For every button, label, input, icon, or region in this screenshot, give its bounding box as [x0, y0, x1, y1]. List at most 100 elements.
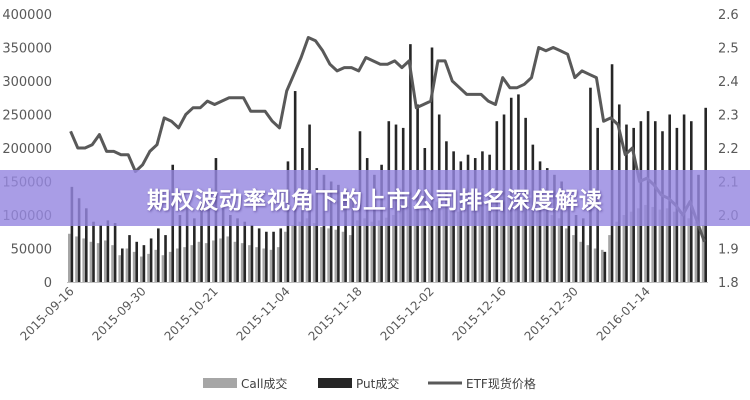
call-volume-bar: [147, 253, 150, 282]
call-volume-bar: [320, 227, 323, 282]
call-volume-bar: [694, 221, 698, 282]
call-volume-bar: [615, 221, 618, 282]
put-volume-bar: [243, 221, 247, 282]
call-volume-bar: [190, 245, 194, 282]
call-volume-bar: [514, 193, 518, 282]
call-volume-bar: [312, 223, 316, 282]
put-volume-bar: [128, 235, 131, 282]
call-volume-bar: [111, 245, 114, 282]
put-volume-bar: [272, 231, 275, 282]
call-volume-bar: [586, 245, 590, 282]
call-volume-bar: [572, 235, 575, 282]
put-volume-bar: [603, 251, 607, 282]
call-volume-bar: [276, 247, 280, 282]
call-volume-bar: [68, 233, 71, 282]
call-volume-bar: [500, 198, 503, 282]
put-volume-bar: [185, 208, 189, 282]
put-volume-bar: [553, 174, 556, 282]
x-tick-label: 2015-09-16: [18, 284, 77, 343]
put-volume-bar: [430, 47, 434, 282]
put-volume-bar: [574, 215, 578, 282]
call-volume-bar: [651, 206, 654, 282]
put-volume-bar: [221, 208, 225, 282]
x-tick-label: 2015-12-02: [378, 284, 437, 343]
call-volume-bar: [579, 241, 582, 282]
put-volume-bar: [236, 218, 239, 282]
y-right-tick-label: 2.6: [718, 8, 739, 23]
call-volume-bar: [212, 240, 215, 282]
x-tick-label: 2015-12-30: [522, 284, 581, 343]
call-volume-bar: [284, 231, 287, 282]
call-volume-bar: [161, 255, 165, 282]
put-volume-bar: [200, 201, 203, 282]
call-volume-bar: [593, 248, 597, 282]
call-volume-bar: [96, 243, 100, 282]
put-volume-bar: [121, 248, 124, 282]
call-volume-bar: [622, 215, 626, 282]
call-volume-bar: [687, 218, 690, 282]
title-banner: 期权波动率视角下的上市公司排名深度解读: [0, 170, 750, 226]
put-volume-bar: [351, 198, 355, 282]
call-volume-bar: [428, 202, 431, 282]
call-volume-bar: [658, 209, 662, 282]
call-volume-bar: [118, 255, 122, 282]
call-volume-bar: [356, 220, 359, 282]
legend-put-label: Put成交: [356, 376, 399, 391]
put-volume-bar: [344, 188, 347, 282]
call-volume-bar: [269, 249, 273, 282]
put-volume-bar: [157, 228, 160, 282]
put-volume-bar: [567, 204, 571, 282]
y-right-tick-label: 2.2: [718, 142, 739, 157]
x-tick-label: 2015-11-04: [234, 284, 293, 343]
etf-price-line: [69, 36, 706, 243]
put-volume-bar: [142, 245, 146, 282]
call-volume-bar: [75, 236, 78, 282]
y-left-tick-label: 200000: [2, 142, 52, 157]
call-volume-bar: [406, 206, 410, 282]
call-volume-bar: [600, 249, 604, 282]
call-volume-bar: [464, 209, 467, 282]
call-volume-bar: [449, 208, 453, 282]
put-volume-bar: [106, 220, 110, 282]
put-volume-bar: [560, 181, 563, 282]
put-volume-bar: [113, 223, 117, 282]
put-volume-bar: [99, 225, 103, 282]
call-volume-bar: [298, 221, 302, 282]
call-volume-bar: [442, 204, 446, 282]
put-volume-bar: [77, 198, 81, 282]
put-volume-bar: [265, 231, 268, 282]
x-tick-label: 2015-11-18: [306, 284, 365, 343]
call-volume-bar: [680, 215, 683, 282]
call-volume-bar: [197, 241, 201, 282]
call-volume-bar: [370, 221, 374, 282]
call-volume-bar: [672, 211, 676, 282]
call-volume-bar: [564, 228, 568, 282]
call-volume-bar: [154, 249, 158, 282]
call-volume-bar: [334, 229, 338, 282]
put-volume-bar: [337, 184, 340, 282]
x-tick-label: 2015-12-16: [450, 284, 509, 343]
y-left-tick-label: 250000: [2, 109, 52, 124]
call-volume-bar: [507, 194, 510, 282]
call-volume-bar: [478, 204, 482, 282]
y-right-axis: 1.81.92.02.12.22.32.42.52.6: [718, 8, 739, 291]
put-volume-bar: [581, 218, 585, 282]
legend-call-label: Call成交: [241, 376, 287, 391]
put-volume-bar: [164, 235, 167, 282]
bars: [68, 44, 707, 283]
legend-put-swatch: [318, 378, 352, 388]
call-volume-bar: [176, 248, 179, 282]
put-volume-bar: [250, 225, 254, 282]
put-volume-bar: [92, 221, 95, 282]
y-right-tick-label: 1.9: [718, 243, 739, 258]
call-volume-bar: [543, 208, 546, 282]
x-tick-label: 2015-09-30: [90, 284, 149, 343]
y-left-tick-label: 350000: [2, 42, 52, 57]
call-volume-bar: [183, 247, 186, 282]
x-axis: 2015-09-16 2015-09-30 2015-10-21 2015-11-04…: [18, 284, 653, 343]
call-volume-bar: [104, 240, 107, 282]
call-volume-bar: [636, 208, 640, 282]
x-tick-label: 2015-10-21: [162, 284, 221, 343]
call-volume-bar: [204, 243, 208, 282]
